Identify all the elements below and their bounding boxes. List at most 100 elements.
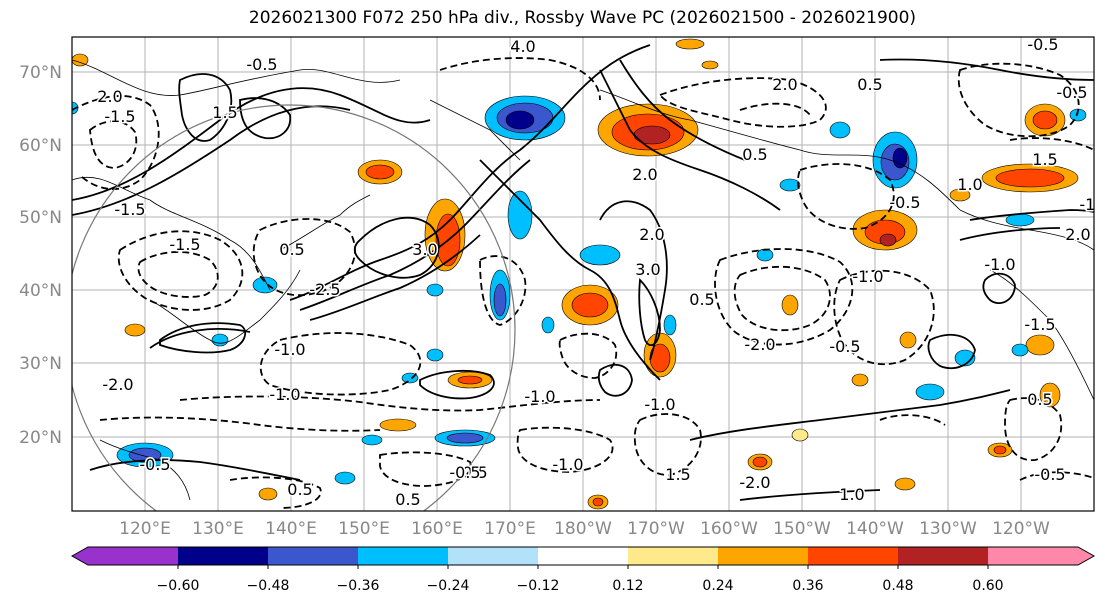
divergence-patch [1011,343,1029,357]
colorbar-tick-label: −0.24 [427,578,470,594]
contour-label: -2.0 [102,375,133,394]
divergence-patch [879,233,897,247]
divergence-patch [1039,382,1061,408]
contour-label: 3.0 [412,240,437,259]
lon-label: 150°W [773,519,831,539]
divergence-patch [1032,110,1058,130]
divergence-patch [1025,334,1055,356]
colorbar-bin [988,547,1094,565]
divergence-patch [592,497,604,507]
contour-label: 0.5 [279,240,304,259]
divergence-patch [779,178,801,192]
contour-label: 2.0 [772,75,797,94]
contour-label: 0.5 [1027,390,1052,409]
divergence-patch [457,375,483,385]
colorbar-tick-label: 0.36 [792,578,823,594]
divergence-patch [426,348,444,362]
contour-label: -1.0 [1079,195,1105,214]
contour-label: -2.5 [309,280,340,299]
divergence-patch [258,487,278,501]
contour-label: -0.5 [1034,465,1065,484]
colorbar-tick-label: −0.48 [247,578,290,594]
divergence-patch [791,428,809,442]
lon-label: 120°E [119,519,171,539]
contour-label: 4.0 [510,37,535,56]
contour-label: 1.0 [839,485,864,504]
colorbar-tick-label: −0.12 [517,578,560,594]
divergence-patch [541,316,555,334]
colorbar-outline [70,546,1096,566]
contour-label: 2.0 [632,165,657,184]
contour-label: -1.5 [1024,315,1055,334]
divergence-patch [675,38,705,50]
divergence-patch [505,110,535,130]
colorbar-bin [628,547,719,565]
lon-label: 150°E [338,519,390,539]
colorbar-tick-label: 0.24 [702,578,733,594]
contour-label: 2.0 [1065,225,1090,244]
divergence-patch [915,383,945,401]
divergence-patch [211,333,229,347]
lon-label: 130°W [919,519,977,539]
lat-label: 30°N [19,354,62,374]
contour-label: 2.0 [639,225,664,244]
divergence-patch [949,188,971,202]
contour-label: -1.0 [269,385,300,404]
contour-label: -2.0 [744,335,775,354]
contour-label: 3.0 [635,260,660,279]
lon-label: 120°W [992,519,1050,539]
colorbar-tick-label: −0.36 [337,578,380,594]
divergence-patch [781,294,799,316]
contour-label: -2.0 [739,473,770,492]
contour-label: 0.5 [689,290,714,309]
latitude-axis: 70°N 60°N 50°N 40°N 30°N 20°N [19,63,62,448]
colorbar-bin [178,547,269,565]
divergence-patch [334,471,356,485]
divergence-patch [493,283,507,317]
contour-label: -1.5 [114,200,145,219]
colorbar-tick-label: 0.60 [972,578,1003,594]
divergence-patch [446,432,484,444]
lon-label: 180°W [554,519,612,539]
contour-label: -1.0 [524,387,555,406]
divergence-patch [252,276,278,294]
contour-label: -1.0 [984,255,1015,274]
contour-label: -1.0 [274,340,305,359]
colorbar-bin [72,547,178,565]
colorbar-bin [898,547,989,565]
contour-label: 0.5 [462,463,487,482]
lon-label: 130°E [192,519,244,539]
contour-label: -0.5 [139,455,170,474]
contour-label: -0.5 [246,55,277,74]
lon-label: 170°W [627,519,685,539]
contour-label: 0.5 [857,75,882,94]
divergence-patch [124,323,146,337]
divergence-patch [571,292,609,318]
contour-label: 0.5 [742,145,767,164]
contour-label: -1.0 [644,395,675,414]
colorbar-bin [808,547,899,565]
contour-label: 1.5 [665,465,690,484]
lat-label: 40°N [19,281,62,301]
lat-label: 50°N [19,208,62,228]
contour-label: 1.0 [957,175,982,194]
lon-label: 140°W [846,519,904,539]
lat-label: 60°N [19,136,62,156]
divergence-patch [379,418,417,432]
colorbar-bin [268,547,359,565]
contour-label: -1.5 [104,107,135,126]
contour-label: -1.5 [169,235,200,254]
divergence-patch [995,168,1065,188]
divergence-patch [756,248,774,262]
colorbar-bin [448,547,539,565]
lat-label: 70°N [19,63,62,83]
lon-label: 160°E [411,519,463,539]
divergence-patch [365,164,395,180]
contour-label: -0.5 [1056,83,1087,102]
divergence-patch [579,244,621,266]
lon-label: 140°E [265,519,317,539]
colorbar-bin [358,547,449,565]
colorbar-bin [538,547,629,565]
contour-label: -0.5 [829,337,860,356]
